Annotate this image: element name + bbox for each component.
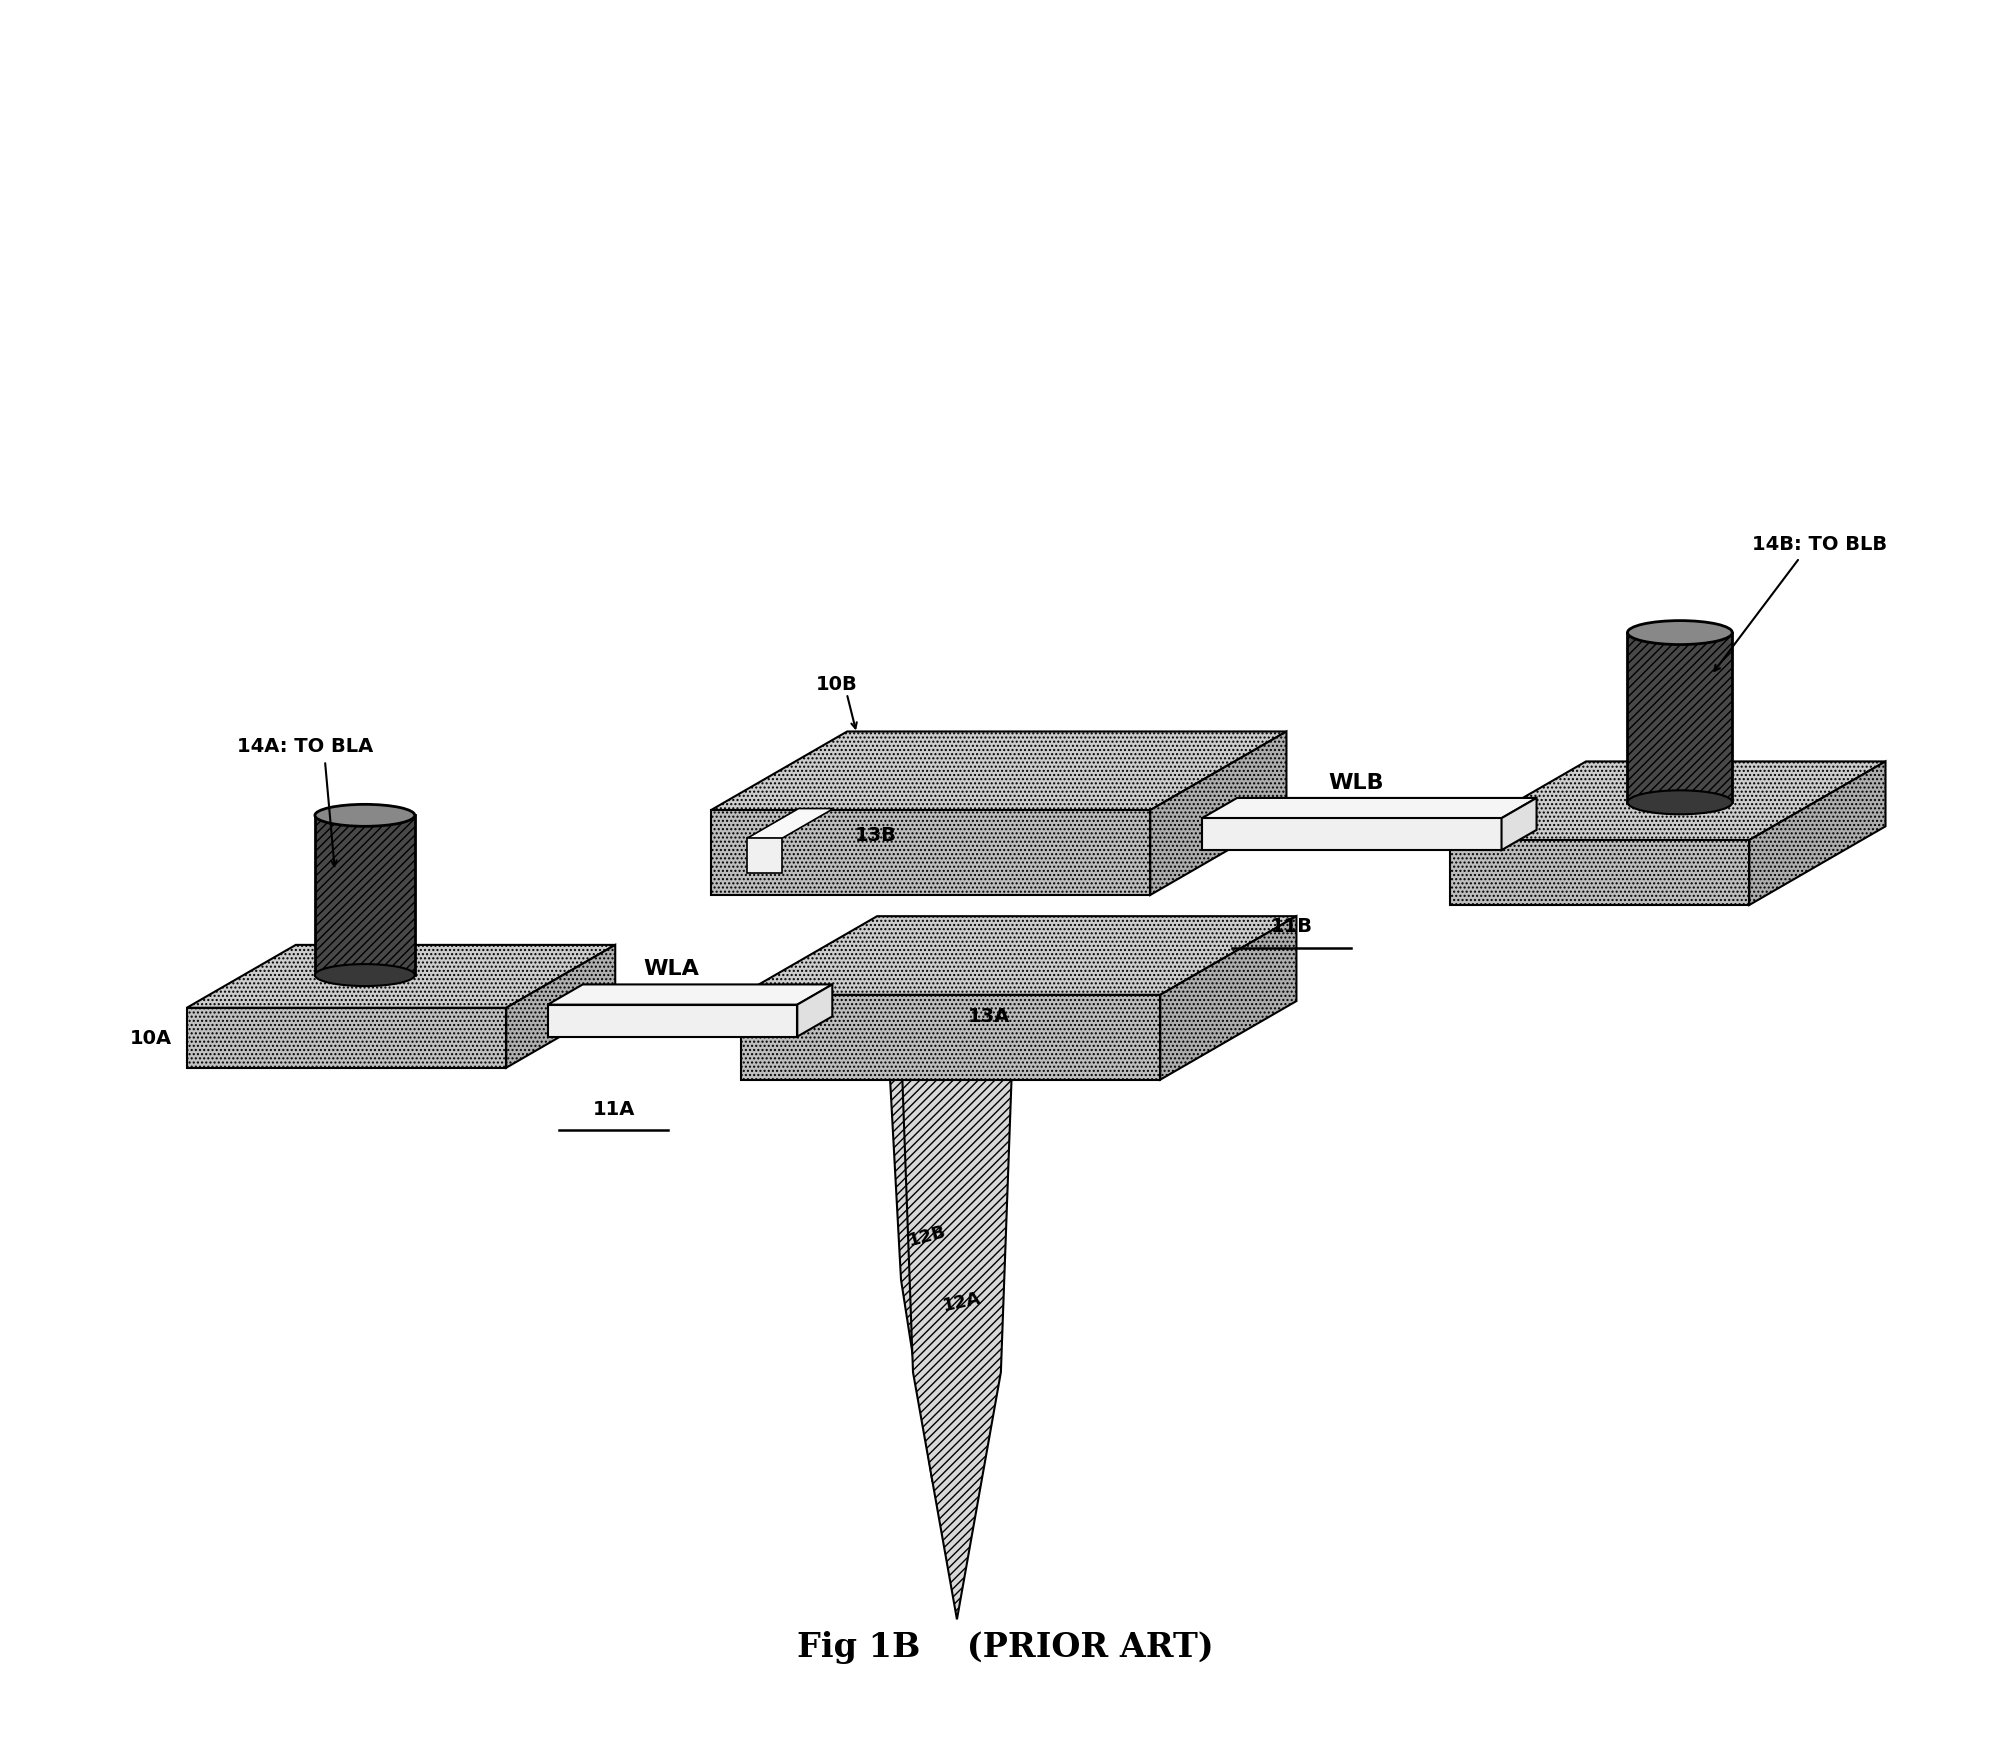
Polygon shape: [1150, 732, 1287, 895]
Polygon shape: [187, 1009, 507, 1068]
Polygon shape: [887, 1033, 977, 1482]
Polygon shape: [1203, 799, 1536, 818]
Ellipse shape: [316, 804, 414, 827]
Text: 12B: 12B: [907, 1222, 949, 1248]
Polygon shape: [1627, 633, 1731, 802]
Polygon shape: [1750, 762, 1886, 905]
Polygon shape: [547, 1005, 796, 1037]
Text: Fig 1B    (PRIOR ART): Fig 1B (PRIOR ART): [796, 1631, 1215, 1664]
Polygon shape: [740, 916, 1297, 995]
Polygon shape: [903, 1070, 1012, 1619]
Text: 14A: TO BLA: 14A: TO BLA: [237, 738, 374, 755]
Text: WLA: WLA: [644, 958, 700, 979]
Text: 12A: 12A: [941, 1288, 983, 1314]
Polygon shape: [1450, 762, 1886, 841]
Ellipse shape: [1627, 621, 1731, 645]
Polygon shape: [712, 732, 1287, 811]
Text: 14B: TO BLB: 14B: TO BLB: [1752, 535, 1886, 554]
Text: 13A: 13A: [967, 1007, 1010, 1026]
Text: 10B: 10B: [816, 675, 857, 694]
Polygon shape: [740, 995, 1160, 1080]
Polygon shape: [187, 946, 615, 1009]
Text: 10A: 10A: [129, 1028, 171, 1047]
Polygon shape: [547, 984, 833, 1005]
Text: 11B: 11B: [1271, 918, 1313, 935]
Polygon shape: [316, 816, 414, 975]
Ellipse shape: [316, 965, 414, 986]
Polygon shape: [1160, 916, 1297, 1080]
Text: 13B: 13B: [855, 825, 897, 844]
Text: 11A: 11A: [593, 1099, 635, 1119]
Polygon shape: [746, 809, 833, 839]
Polygon shape: [1203, 818, 1502, 851]
Polygon shape: [746, 839, 782, 874]
Polygon shape: [507, 946, 615, 1068]
Text: WLB: WLB: [1329, 773, 1384, 792]
Polygon shape: [712, 811, 1150, 895]
Polygon shape: [796, 984, 833, 1037]
Polygon shape: [1502, 799, 1536, 851]
Ellipse shape: [1627, 790, 1731, 815]
Polygon shape: [1450, 841, 1750, 905]
